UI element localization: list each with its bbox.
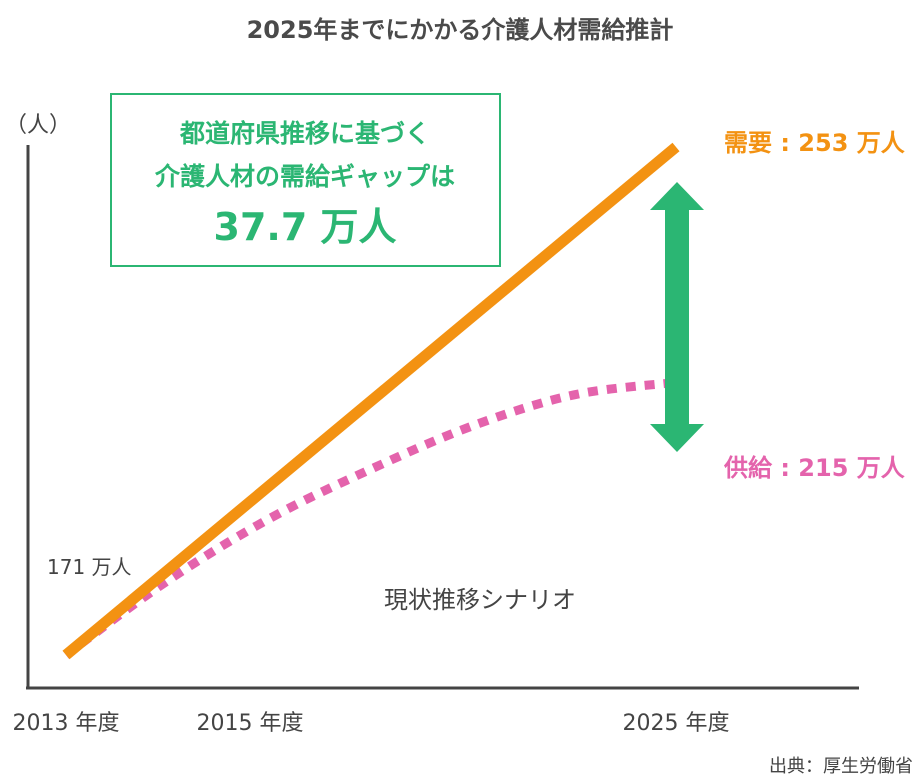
gap-callout-box: 都道府県推移に基づく 介護人材の需給ギャップは 37.7 万人 [110,93,501,267]
demand-end-label: 需要 : 253 万人 [724,129,905,157]
chart-title: 2025年までにかかる介護人材需給推計 [247,16,674,44]
callout-frame [110,93,501,267]
y-axis-label: （人） [5,113,71,138]
scenario-label: 現状推移シナリオ [384,586,576,614]
x-tick-label-2025: 2025 年度 [623,711,730,736]
gap-double-arrow [650,182,704,452]
supply-end-label: 供給 : 215 万人 [723,454,905,482]
callout-line-2: 介護人材の需給ギャップは [154,162,455,191]
source-note: 出典：厚生労働省 [769,756,913,777]
x-tick-label-2013: 2013 年度 [13,711,120,736]
callout-line-1: 都道府県推移に基づく [179,119,430,148]
start-value-label: 171 万人 [47,555,132,579]
callout-value: 37.7 万人 [214,205,397,249]
x-tick-label-2015: 2015 年度 [197,711,304,736]
supply-series-line [63,377,677,659]
demand-series-line [62,142,680,660]
